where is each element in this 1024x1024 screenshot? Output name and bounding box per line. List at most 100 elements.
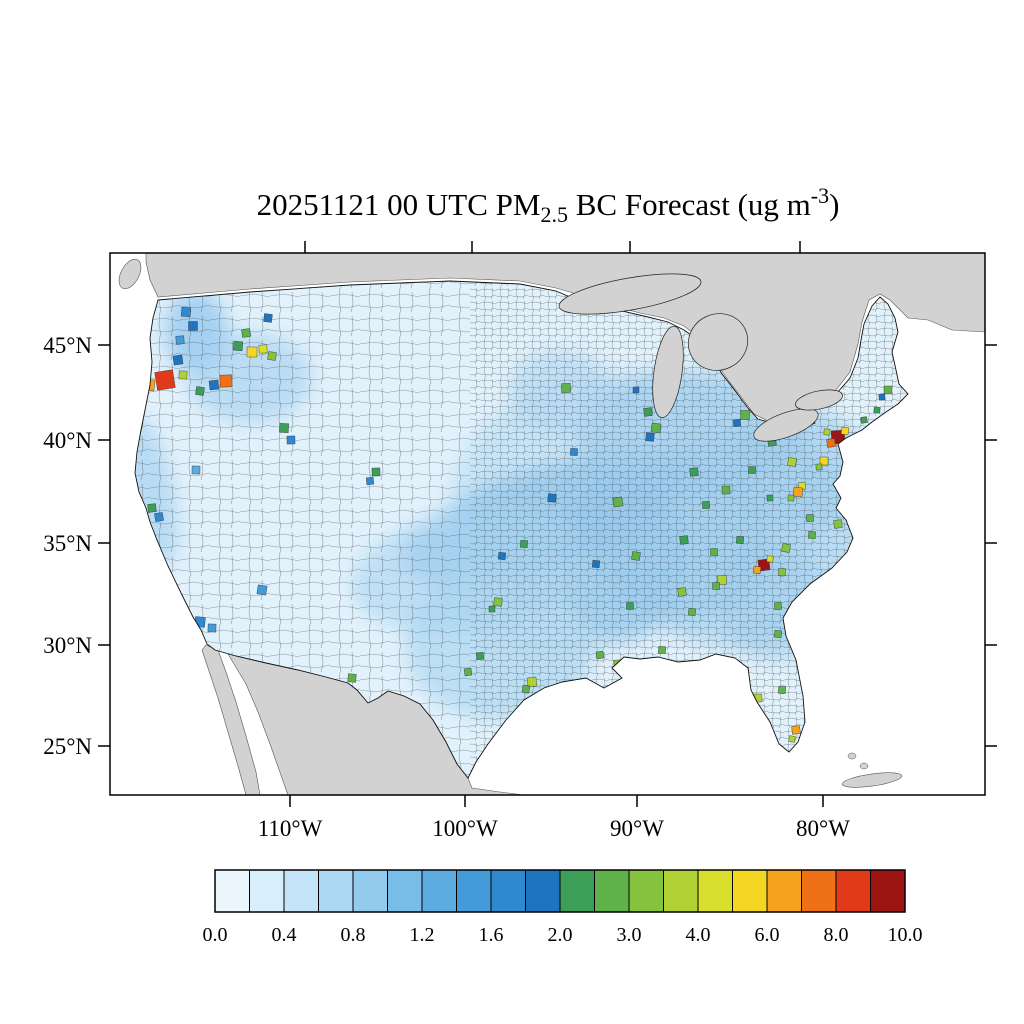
title-superscript: -3: [811, 183, 829, 208]
title-main-3: ): [829, 187, 839, 222]
colorbar-segment: [490, 869, 526, 913]
colorbar-segment: [525, 869, 561, 913]
hotspot-county: [154, 512, 164, 522]
hotspot-county: [626, 602, 634, 610]
hotspot-county: [773, 629, 783, 639]
lon-tick-label: 80°W: [796, 816, 850, 841]
hotspot-county: [658, 646, 666, 654]
hotspot-county: [677, 587, 687, 597]
colorbar-segment: [214, 869, 250, 913]
hotspot-county: [632, 386, 640, 394]
hotspot-county: [740, 410, 750, 420]
hotspot-county: [488, 605, 496, 613]
hotspot-county: [561, 383, 571, 393]
hotspot-county: [687, 607, 697, 617]
hotspot-county: [781, 543, 791, 553]
colorbar-tick-label: 8.0: [824, 924, 849, 946]
colorbar-segment: [801, 869, 837, 913]
colorbar-segment: [766, 869, 802, 913]
hotspot-county: [591, 559, 601, 569]
colorbar-tick-label: 4.0: [686, 924, 711, 946]
hotspot-county: [787, 457, 797, 467]
hotspot-county: [493, 597, 503, 607]
hotspot-county: [172, 354, 184, 366]
hotspot-county: [595, 650, 605, 660]
colorbar-tick-label: 3.0: [617, 924, 642, 946]
hotspot-county: [710, 548, 718, 556]
hotspot-county: [631, 551, 641, 561]
hotspot-county: [521, 684, 531, 694]
hotspot-county: [807, 530, 817, 540]
lat-tick-label: 25°N: [43, 734, 92, 759]
hotspot-county: [774, 602, 782, 610]
hotspot-county: [679, 535, 689, 545]
colorbar-segment: [283, 869, 319, 913]
hotspot-county: [883, 385, 893, 395]
hotspot-county: [766, 555, 774, 563]
colorbar: 0.0 0.4 0.8 1.2 1.6 2.0 3.0 4.0 6.0 8.0 10.0: [203, 869, 923, 946]
colorbar-segment: [835, 869, 871, 913]
hotspot-county: [232, 340, 244, 352]
cuba-island: [841, 772, 903, 788]
hotspot-county: [180, 306, 192, 318]
hotspot-county: [712, 582, 720, 590]
hotspot-county: [778, 568, 786, 576]
hotspot-county: [878, 393, 886, 401]
colorbar-segment: [697, 869, 733, 913]
hotspot-county: [766, 494, 774, 502]
figure-title: 20251121 00 UTC PM2.5 BC Forecast (ug m-…: [257, 183, 840, 227]
hotspot-county: [645, 432, 655, 442]
title-subscript: 2.5: [540, 202, 568, 227]
hotspot-county: [154, 369, 176, 391]
hotspot-county: [826, 438, 836, 448]
bahamas-island: [847, 752, 857, 760]
hotspot-county: [650, 422, 662, 434]
hotspot-county: [191, 465, 201, 475]
hotspot-county: [476, 652, 484, 660]
baja-peninsula: [201, 644, 261, 795]
colorbar-segment: [594, 869, 630, 913]
hotspot-county: [643, 407, 653, 417]
colorbar-tick-label: 10.0: [888, 924, 923, 946]
colorbar-segment: [421, 869, 457, 913]
colorbar-frame: [214, 869, 906, 913]
hotspot-county: [815, 463, 823, 471]
hotspot-county: [208, 379, 220, 391]
colorbar-segment: [318, 869, 354, 913]
hotspot-county: [733, 419, 741, 427]
colorbar-tick-label: 1.6: [479, 924, 504, 946]
hotspot-county: [717, 575, 727, 585]
hotspot-county: [788, 735, 796, 743]
lat-tick-label: 30°N: [43, 633, 92, 658]
hotspot-county: [806, 514, 814, 522]
axes-layer: 45°N 40°N 35°N 30°N 25°N 110°W 100°W 90°W 80°W: [43, 241, 997, 841]
hotspot-county: [256, 584, 268, 596]
hotspot-county: [147, 503, 157, 513]
hotspot-county: [819, 456, 829, 466]
hotspot-county: [347, 673, 357, 683]
colorbar-segment: [732, 869, 768, 913]
hotspot-county: [702, 501, 710, 509]
hotspot-county: [263, 313, 273, 323]
hotspot-county: [241, 328, 251, 338]
hotspot-county: [823, 428, 831, 436]
hotspot-county: [547, 493, 557, 503]
lake-superior: [558, 273, 702, 315]
hotspot-county: [279, 423, 289, 433]
colorbar-tick-label: 0.0: [203, 924, 228, 946]
hotspot-county: [833, 519, 843, 529]
map-panel: [110, 253, 985, 795]
lon-tick-label: 90°W: [610, 816, 664, 841]
hotspot-county: [175, 335, 185, 345]
hotspot-county: [689, 467, 699, 477]
hotspot-county: [286, 435, 296, 445]
colorbar-tick-label: 0.8: [341, 924, 366, 946]
colorbar-segment: [249, 869, 285, 913]
hotspot-county: [778, 686, 786, 694]
title-main-2: BC Forecast (ug m: [568, 187, 811, 222]
hotspot-county: [463, 667, 473, 677]
bahamas-island: [859, 762, 869, 770]
lon-tick-label: 110°W: [258, 816, 323, 841]
canada-land: [145, 253, 985, 429]
